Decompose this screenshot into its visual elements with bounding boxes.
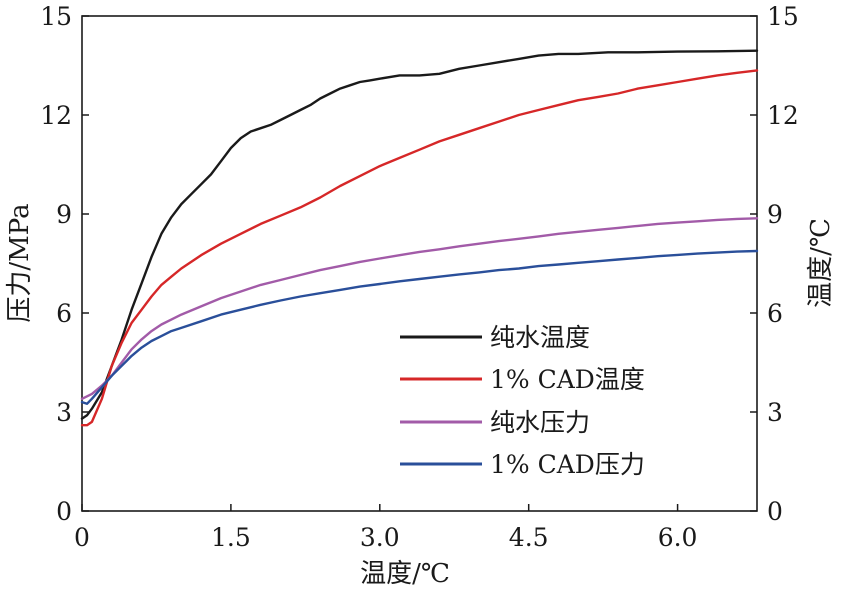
left-y-tick-label: 6 <box>56 299 72 328</box>
legend-label-series-2: 1% CAD温度 <box>490 365 645 394</box>
left-y-tick-label: 12 <box>40 101 72 130</box>
series-line-1 <box>80 49 759 420</box>
right-y-tick-label: 3 <box>767 398 783 427</box>
legend-label-series-3: 纯水压力 <box>490 408 590 437</box>
legend-label-series-1: 纯水温度 <box>490 323 590 352</box>
x-tick-label: 6.0 <box>658 523 698 552</box>
x-axis-title: 温度/℃ <box>360 559 450 589</box>
right-y-tick-label: 6 <box>767 299 783 328</box>
left-y-axis-ticks: 0 3 6 9 12 15 <box>40 2 89 526</box>
x-tick-label: 0 <box>74 523 90 552</box>
left-y-tick-label: 0 <box>56 497 72 526</box>
left-y-tick-label: 3 <box>56 398 72 427</box>
x-axis-ticks: 0 1.5 3.0 4.5 6.0 <box>74 504 697 552</box>
right-y-tick-label: 9 <box>767 200 783 229</box>
right-y-axis-ticks: 0 3 6 9 12 15 <box>750 2 799 526</box>
series-line-2 <box>80 69 759 427</box>
x-tick-label: 1.5 <box>211 523 251 552</box>
right-y-axis-title: 温度/℃ <box>806 218 836 308</box>
x-tick-label: 3.0 <box>360 523 400 552</box>
right-y-tick-label: 15 <box>767 2 799 31</box>
right-y-tick-label: 0 <box>767 497 783 526</box>
plot-frame <box>81 15 758 512</box>
left-y-axis-title: 压力/MPa <box>5 203 35 322</box>
right-y-tick-label: 12 <box>767 101 799 130</box>
legend-label-series-4: 1% CAD压力 <box>490 450 645 479</box>
left-y-tick-label: 15 <box>40 2 72 31</box>
series-line-4 <box>80 249 759 405</box>
legend: 纯水温度 1% CAD温度 纯水压力 1% CAD压力 <box>400 323 645 479</box>
left-y-tick-label: 9 <box>56 200 72 229</box>
series-lines <box>80 49 759 427</box>
x-tick-label: 4.5 <box>509 523 549 552</box>
series-line-3 <box>80 217 759 400</box>
